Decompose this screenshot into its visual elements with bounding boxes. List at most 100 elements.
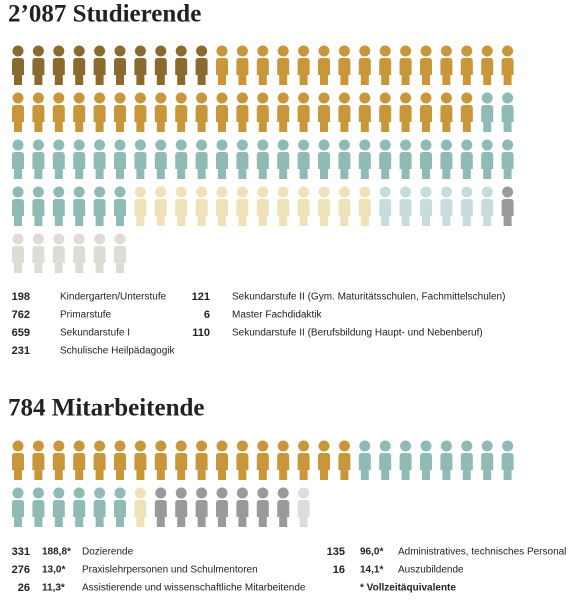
icon-head (318, 440, 330, 452)
person-icon (114, 92, 126, 132)
icon-body (134, 152, 147, 179)
person-icon (216, 440, 228, 480)
person-icon (297, 440, 310, 480)
icon-head (134, 139, 146, 151)
icon-body (399, 199, 412, 226)
icon-head (461, 45, 473, 57)
person-icon (134, 487, 147, 527)
icon-body (114, 58, 126, 85)
icon-body (12, 58, 24, 85)
person-icon (73, 440, 86, 480)
person-icon (481, 92, 494, 132)
icon-head (134, 186, 146, 198)
icon-head (359, 186, 371, 198)
icon-body (399, 453, 412, 480)
icon-body (114, 105, 126, 132)
icon-body (114, 500, 126, 527)
person-icon (52, 45, 65, 85)
icon-head (298, 92, 310, 104)
icon-head (216, 487, 228, 499)
icon-head (155, 487, 167, 499)
person-icon (12, 440, 24, 480)
icon-head (155, 45, 167, 57)
icon-head (277, 186, 289, 198)
person-icon (134, 440, 147, 480)
icon-head (94, 45, 106, 57)
person-icon (154, 139, 167, 179)
person-icon (460, 92, 473, 132)
legend-fte: 188,8* (42, 547, 71, 558)
icon-body (195, 199, 208, 226)
person-icon (93, 45, 106, 85)
icon-head (175, 45, 187, 57)
icon-head (12, 233, 24, 245)
icon-body (73, 58, 86, 85)
person-icon (338, 45, 351, 85)
icon-body (73, 246, 86, 273)
icon-head (114, 139, 126, 151)
icon-head (318, 186, 330, 198)
person-icon (134, 92, 147, 132)
person-icon (12, 487, 24, 527)
icon-body (32, 152, 45, 179)
icon-head (196, 45, 208, 57)
icon-body (277, 500, 290, 527)
legend-label: Schulische Heilpädagogik (60, 346, 176, 357)
icon-head (155, 186, 167, 198)
icon-body (52, 105, 65, 132)
icon-head (236, 139, 248, 151)
icon-body (216, 105, 228, 132)
icon-body (216, 199, 228, 226)
icon-head (12, 186, 24, 198)
icon-body (32, 199, 45, 226)
icon-head (440, 186, 452, 198)
icon-body (277, 199, 290, 226)
legend-value: 26 (18, 582, 30, 594)
person-icon (52, 440, 65, 480)
legend-fte: 96,0* (360, 547, 383, 558)
person-icon (236, 440, 249, 480)
person-icon (501, 45, 514, 85)
legend-value: 6 (204, 309, 210, 321)
legend-label: Assistierende und wissenschaftliche Mita… (82, 583, 306, 594)
person-icon (481, 186, 494, 226)
icon-head (400, 440, 412, 452)
icon-head (114, 45, 126, 57)
icon-body (236, 105, 249, 132)
icon-body (358, 58, 371, 85)
icon-head (53, 45, 65, 57)
person-icon (216, 45, 228, 85)
icon-head (32, 139, 44, 151)
icon-head (338, 440, 350, 452)
icon-body (12, 453, 24, 480)
icon-body (175, 199, 188, 226)
person-icon (216, 92, 228, 132)
person-icon (93, 233, 106, 273)
icon-body (175, 105, 188, 132)
icon-body (52, 58, 65, 85)
icon-body (93, 246, 106, 273)
icon-head (338, 186, 350, 198)
icon-head (420, 92, 432, 104)
icon-body (318, 58, 330, 85)
icon-head (73, 45, 85, 57)
icon-head (420, 139, 432, 151)
icon-head (400, 45, 412, 57)
icon-head (277, 139, 289, 151)
icon-body (236, 152, 249, 179)
icon-body (460, 199, 473, 226)
icon-head (277, 45, 289, 57)
icon-body (277, 152, 290, 179)
icon-body (338, 199, 351, 226)
staff-title: 784 Mitarbeitende (8, 395, 204, 422)
icon-body (236, 500, 249, 527)
icon-head (257, 440, 269, 452)
icon-head (298, 186, 310, 198)
legend-fte: 13,0* (42, 565, 65, 576)
icon-head (175, 487, 187, 499)
icon-head (481, 92, 493, 104)
icon-head (32, 233, 44, 245)
icon-head (236, 186, 248, 198)
icon-head (196, 186, 208, 198)
